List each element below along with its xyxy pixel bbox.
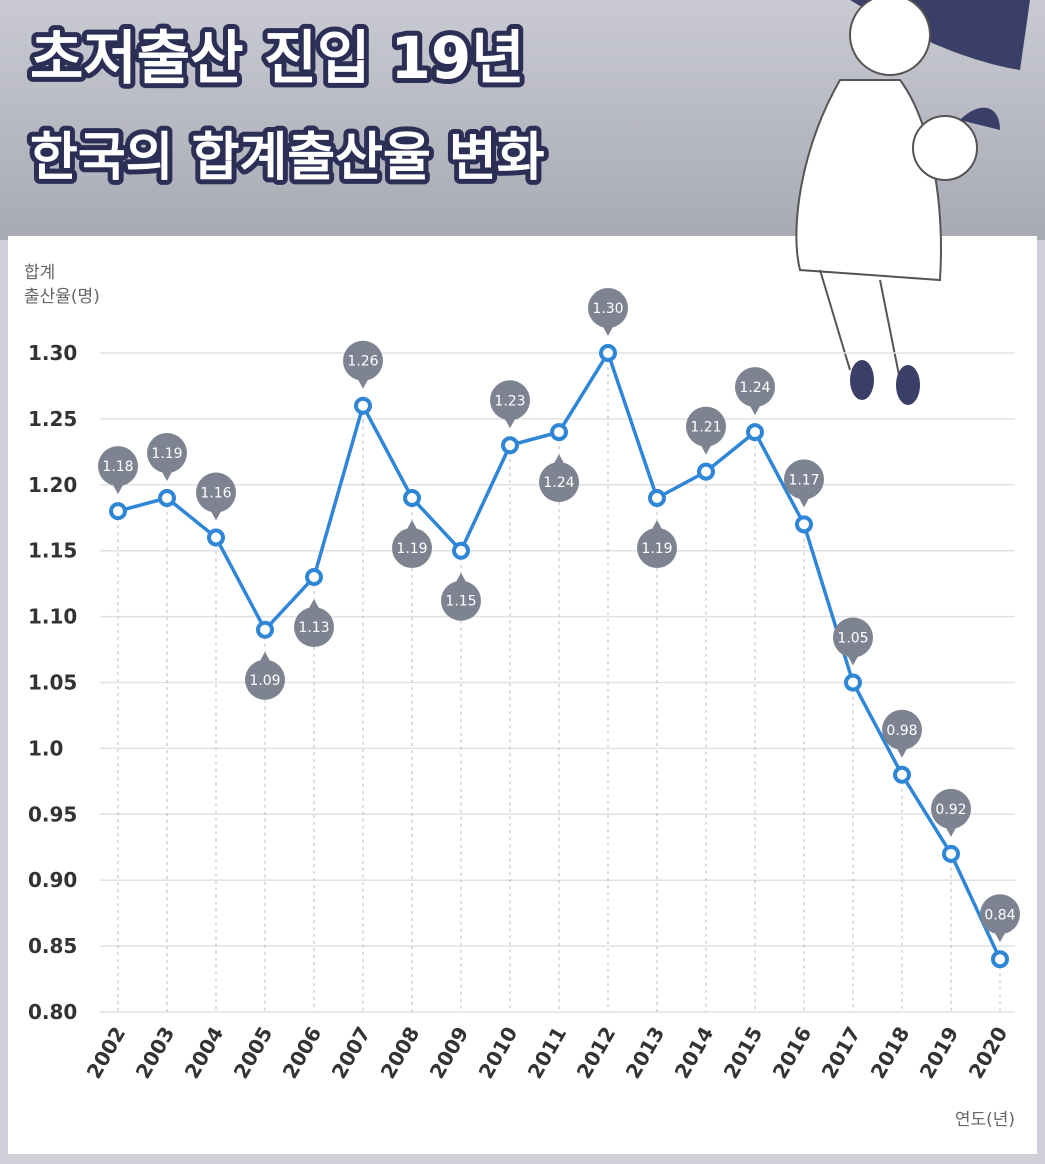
label-bubble <box>686 406 726 447</box>
data-point <box>599 344 617 362</box>
value-label-text: 1.24 <box>739 380 770 396</box>
data-point <box>991 950 1009 969</box>
value-label-text: 1.19 <box>396 541 427 557</box>
value-label-text: 1.17 <box>788 472 819 488</box>
value-label-text: 1.13 <box>298 620 329 636</box>
y-tick-label: 0.90 <box>28 868 77 892</box>
label-bubble <box>980 894 1020 935</box>
data-point <box>795 515 813 534</box>
illustration <box>795 0 1030 405</box>
label-bubble <box>245 659 285 700</box>
value-label: 1.09 <box>245 651 285 700</box>
card <box>8 236 1037 1154</box>
y-tick-label: 1.20 <box>28 473 77 497</box>
y-tick-label: 1.05 <box>28 671 77 695</box>
data-point <box>109 502 127 521</box>
value-label-text: 1.09 <box>249 673 280 689</box>
value-label: 1.19 <box>392 519 432 568</box>
value-label: 0.84 <box>980 894 1020 943</box>
value-label-text: 1.19 <box>641 541 672 557</box>
data-point <box>648 488 666 507</box>
value-label-text: 1.26 <box>347 354 378 370</box>
label-bubble <box>931 788 971 829</box>
value-label-text: 1.30 <box>592 301 623 317</box>
label-bubble <box>147 432 187 473</box>
value-label-text: 1.19 <box>151 446 182 462</box>
data-point <box>746 423 764 442</box>
data-point <box>550 423 568 442</box>
value-label: 1.19 <box>147 432 187 481</box>
value-label-text: 1.05 <box>837 631 868 647</box>
y-tick-label: 1.0 <box>28 736 63 760</box>
value-label: 0.92 <box>931 788 971 837</box>
label-bubble <box>98 446 138 487</box>
value-label-text: 1.23 <box>494 393 525 409</box>
y-tick-label: 1.15 <box>28 539 77 563</box>
value-label: 1.05 <box>833 617 873 666</box>
value-label-text: 1.16 <box>200 486 231 502</box>
title-line: 초저출산 진입 19년 <box>30 24 525 92</box>
value-label: 0.98 <box>882 709 922 758</box>
value-label-text: 1.21 <box>690 420 721 436</box>
y-tick-label: 1.30 <box>28 341 77 365</box>
value-label-text: 0.98 <box>886 723 917 739</box>
x-axis-label: 연도(년) <box>955 1110 1015 1130</box>
value-label: 1.17 <box>784 459 824 508</box>
value-label: 1.24 <box>735 367 775 416</box>
value-label-text: 1.15 <box>445 594 476 610</box>
value-label: 1.19 <box>637 519 677 568</box>
data-point <box>844 673 862 692</box>
value-label: 1.24 <box>539 454 579 503</box>
data-point <box>942 844 960 863</box>
y-axis-label: 합계 <box>24 263 55 283</box>
data-point <box>697 462 715 481</box>
y-tick-label: 1.25 <box>28 407 77 431</box>
label-bubble <box>392 527 432 568</box>
y-tick-label: 0.80 <box>28 1000 77 1024</box>
value-label: 1.26 <box>343 340 383 389</box>
label-bubble <box>294 607 334 648</box>
value-label: 1.21 <box>686 406 726 455</box>
value-label: 1.23 <box>490 380 530 429</box>
data-point <box>893 765 911 784</box>
label-bubble <box>833 617 873 658</box>
label-bubble <box>882 709 922 750</box>
y-tick-label: 1.10 <box>28 605 77 629</box>
y-tick-label: 0.95 <box>28 802 77 826</box>
value-label: 1.16 <box>196 472 236 521</box>
value-label: 1.30 <box>588 288 628 336</box>
data-point <box>207 528 225 547</box>
value-label-text: 0.92 <box>935 802 966 818</box>
label-bubble <box>637 527 677 568</box>
data-point <box>452 541 470 560</box>
label-bubble <box>735 367 775 408</box>
value-label: 1.13 <box>294 599 334 648</box>
label-bubble <box>784 459 824 500</box>
label-bubble <box>490 380 530 421</box>
data-point <box>256 620 274 639</box>
y-tick-label: 0.85 <box>28 934 77 958</box>
label-bubble <box>441 580 481 621</box>
value-label: 1.18 <box>98 446 138 495</box>
data-point <box>158 488 176 507</box>
label-bubble <box>539 462 579 503</box>
value-label-text: 1.18 <box>102 459 133 475</box>
title-line: 한국의 합계출산율 변화 <box>30 128 545 188</box>
data-point <box>354 396 372 415</box>
value-label-text: 0.84 <box>984 907 1015 923</box>
label-bubble <box>343 340 383 381</box>
y-axis-label: 출산율(명) <box>24 287 100 307</box>
value-label: 1.15 <box>441 572 481 621</box>
data-point <box>305 568 323 587</box>
data-point <box>501 436 519 455</box>
label-bubble <box>588 288 628 328</box>
label-bubble <box>196 472 236 513</box>
value-label-text: 1.24 <box>543 475 574 491</box>
data-point <box>403 488 421 507</box>
